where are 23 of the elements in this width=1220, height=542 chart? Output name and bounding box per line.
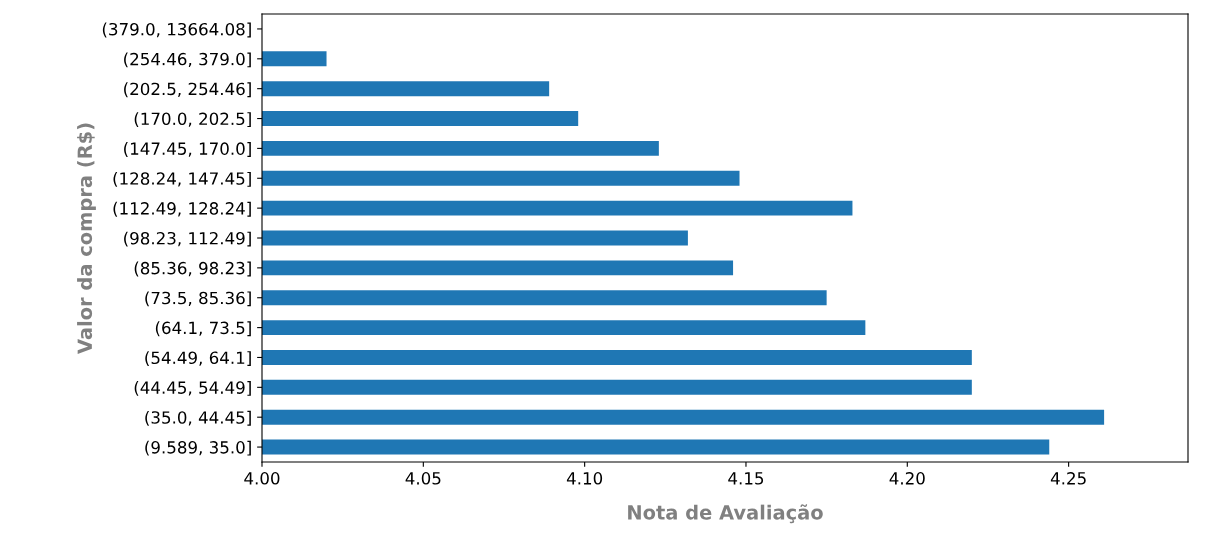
y-tick-label: (170.0, 202.5] bbox=[134, 112, 251, 128]
x-tick-label: 4.05 bbox=[405, 472, 441, 485]
y-tick-label: (73.5, 85.36] bbox=[145, 291, 251, 307]
y-tick-label: (54.49, 64.1] bbox=[145, 351, 251, 366]
x-tick-label: 4.00 bbox=[244, 472, 280, 485]
y-tick-label: (85.36, 98.23] bbox=[134, 261, 251, 277]
y-tick-label: (9.589, 35.0] bbox=[145, 440, 251, 456]
y-axis-title: Valor da compra (R$) bbox=[77, 123, 96, 354]
y-tick-label: (112.49, 128.24] bbox=[113, 201, 251, 217]
y-tick-label: (35.0, 44.45] bbox=[145, 410, 251, 426]
y-tick-label: (147.45, 170.0] bbox=[124, 142, 251, 157]
y-tick-label: (379.0, 13664.08] bbox=[102, 22, 251, 38]
y-tick-label: (128.24, 147.45] bbox=[113, 171, 251, 187]
y-tick-label: (98.23, 112.49] bbox=[124, 231, 251, 247]
y-tick-label: (44.45, 54.49] bbox=[134, 381, 251, 396]
x-axis-title: Nota de Avaliação bbox=[628, 504, 823, 524]
x-tick-label: 4.15 bbox=[728, 472, 764, 485]
y-tick-label: (64.1, 73.5] bbox=[155, 321, 251, 337]
x-tick-label: 4.10 bbox=[566, 472, 603, 485]
x-tick-label: 4.20 bbox=[889, 472, 925, 485]
x-tick-label: 4.25 bbox=[1050, 472, 1086, 485]
y-tick-label: (202.5, 254.46] bbox=[124, 82, 251, 98]
y-tick-label: (254.46, 379.0] bbox=[124, 52, 251, 68]
